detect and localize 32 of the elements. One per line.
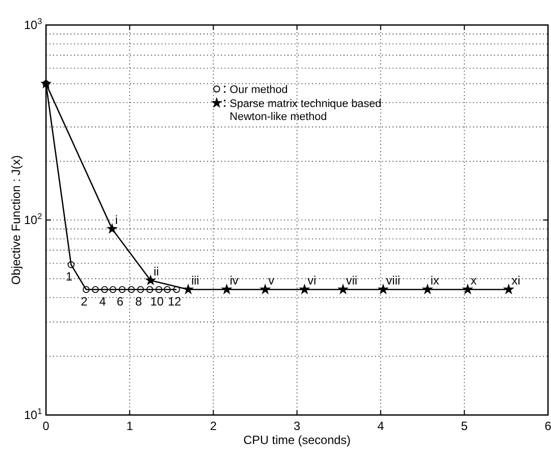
x-tick-label: 1 [126,419,134,433]
y-tick-label: 10$^{3}$ [24,16,42,32]
annotation: vi [308,274,316,288]
annotation: 10 [150,294,164,309]
annotation: 2 [80,294,88,309]
annotation: 6 [116,294,124,309]
x-axis-title: CPU time (seconds) [243,433,351,447]
annotation: viii [386,274,400,288]
legend-label: Sparse matrix technique based Newton-like method [230,98,382,123]
annotation: v [268,274,274,288]
x-tick-label: 0 [42,419,50,433]
annotation: iv [230,274,238,288]
legend-label: Our method [230,84,288,96]
x-tick-label: 4 [377,419,384,433]
x-tick-label: 3 [294,419,301,433]
annotation: 8 [135,294,142,309]
annotation: xi [512,274,520,288]
annotation: x [470,274,477,288]
x-tick-label: 6 [544,419,551,433]
annotation: iii [191,274,200,288]
annotation: 12 [168,294,182,309]
annotation: ii [154,264,159,278]
x-tick-label: 2 [210,419,217,433]
y-tick-label: 10$^{1}$ [24,406,42,422]
annotation: ix [430,274,440,288]
annotation: vii [346,274,358,288]
y-axis-title: Objective Function : J(x) [9,155,23,285]
annotation: 4 [99,294,106,309]
annotation: i [115,212,118,227]
y-tick-label: 10$^{2}$ [24,211,42,227]
x-tick-label: 5 [460,419,468,433]
annotation: 1 [66,270,73,284]
